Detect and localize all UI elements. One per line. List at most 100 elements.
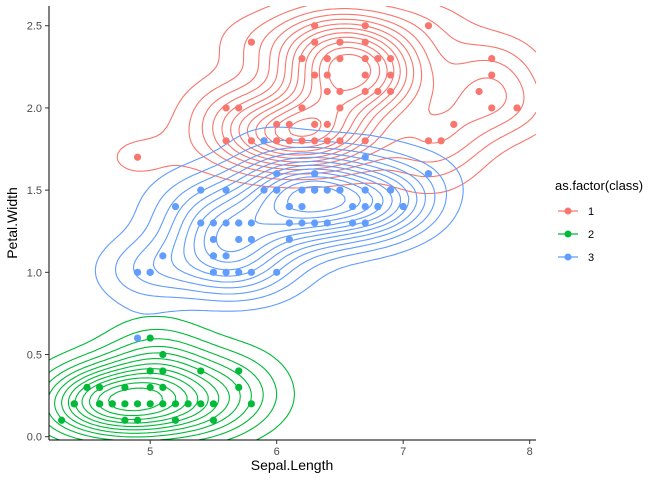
data-point-series-2 (235, 383, 243, 391)
data-point-series-1 (336, 55, 344, 63)
data-point-series-3 (273, 268, 281, 276)
data-point-series-1 (323, 87, 331, 96)
data-point-series-3 (386, 186, 395, 194)
data-point-series-3 (209, 235, 218, 244)
x-tick-label: 8 (527, 446, 533, 458)
data-point-series-1 (247, 137, 255, 145)
data-point-series-2 (108, 400, 116, 408)
point-layer (58, 22, 521, 424)
data-point-series-1 (311, 71, 319, 79)
data-point-series-3 (348, 202, 357, 211)
data-point-series-3 (361, 186, 369, 194)
data-point-series-1 (437, 137, 445, 145)
data-point-series-1 (133, 153, 142, 161)
data-point-series-3 (133, 334, 142, 342)
data-point-series-1 (488, 104, 496, 112)
data-point-series-1 (247, 38, 255, 46)
data-point-series-2 (95, 383, 104, 391)
data-point-series-3 (133, 268, 142, 276)
data-point-series-1 (361, 22, 369, 30)
data-point-series-2 (209, 416, 218, 424)
legend-key-point-3 (564, 253, 572, 261)
data-point-series-3 (361, 202, 369, 211)
data-point-series-1 (323, 55, 331, 63)
data-point-series-3 (399, 202, 407, 211)
data-point-series-3 (285, 202, 293, 211)
y-tick-label: 2.0 (27, 103, 42, 115)
data-point-series-1 (235, 104, 243, 112)
data-point-series-3 (209, 219, 218, 227)
data-point-series-1 (361, 87, 369, 96)
legend-entry-3: 3 (558, 252, 594, 264)
density-contour-series-3 (94, 126, 464, 315)
data-point-series-1 (285, 137, 293, 145)
data-point-series-1 (222, 137, 230, 145)
data-point-series-1 (336, 104, 344, 112)
y-axis-title: Petal.Width (4, 187, 20, 259)
data-point-series-2 (159, 383, 167, 391)
data-point-series-2 (159, 350, 167, 359)
data-point-series-3 (285, 219, 293, 227)
data-point-series-1 (374, 55, 382, 63)
data-point-series-1 (323, 71, 331, 79)
data-point-series-3 (361, 219, 369, 227)
data-point-series-3 (348, 219, 357, 227)
data-point-series-1 (336, 87, 344, 96)
data-point-series-1 (424, 22, 433, 30)
legend-key-point-1 (564, 207, 572, 215)
y-tick-label: 2.5 (27, 21, 42, 33)
legend-title: as.factor(class) (555, 178, 643, 193)
data-point-series-2 (146, 400, 154, 408)
data-point-series-2 (159, 400, 167, 408)
data-point-series-3 (159, 252, 167, 260)
data-point-series-1 (273, 137, 281, 145)
y-tick-label: 0.5 (27, 350, 42, 362)
data-point-series-2 (121, 383, 129, 391)
data-point-series-3 (146, 268, 154, 276)
data-point-series-2 (121, 400, 129, 408)
data-point-series-2 (247, 400, 255, 408)
legend-label-3: 3 (588, 252, 594, 264)
data-point-series-3 (374, 202, 382, 211)
data-point-series-2 (133, 416, 142, 424)
data-point-series-3 (273, 186, 281, 194)
data-point-series-3 (197, 186, 205, 194)
data-point-series-3 (424, 170, 433, 178)
data-point-series-2 (70, 400, 78, 408)
data-point-series-3 (311, 170, 319, 178)
data-point-series-3 (171, 202, 180, 211)
data-point-series-3 (323, 186, 331, 194)
data-point-series-3 (209, 268, 218, 276)
data-point-series-3 (336, 186, 344, 194)
data-point-series-2 (235, 367, 243, 375)
data-point-series-1 (336, 137, 344, 145)
data-point-series-2 (95, 400, 104, 408)
x-axis-title: Sepal.Length (251, 457, 334, 473)
data-point-series-3 (323, 219, 331, 227)
data-point-series-1 (361, 38, 369, 46)
data-point-series-3 (247, 219, 255, 227)
data-point-series-1 (450, 120, 458, 128)
data-point-series-1 (424, 137, 433, 145)
data-point-series-3 (222, 252, 230, 260)
data-point-series-1 (298, 137, 306, 145)
data-point-series-1 (488, 55, 496, 63)
data-point-series-2 (146, 334, 154, 342)
data-point-series-1 (488, 71, 496, 79)
data-point-series-3 (235, 268, 243, 276)
legend: as.factor(class) 1 2 3 (555, 178, 643, 264)
y-tick-label: 0.0 (27, 432, 42, 444)
data-point-series-1 (361, 137, 369, 145)
data-point-series-2 (83, 383, 91, 391)
legend-label-2: 2 (588, 229, 594, 241)
data-point-series-3 (273, 170, 281, 178)
data-point-series-2 (121, 416, 129, 424)
data-point-series-2 (184, 400, 192, 408)
x-tick-label: 7 (400, 446, 406, 458)
legend-key-point-2 (564, 230, 572, 238)
data-point-series-2 (146, 383, 154, 391)
data-point-series-1 (323, 137, 331, 145)
density-contour-series-2 (49, 315, 295, 440)
x-tick-label: 5 (147, 446, 153, 458)
